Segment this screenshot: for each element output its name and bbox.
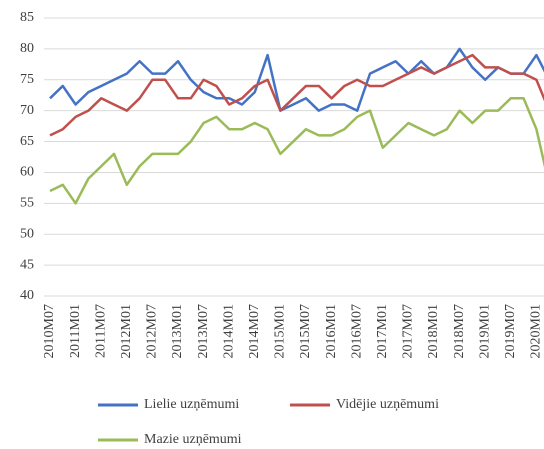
x-tick-label: 2014M01: [221, 304, 236, 358]
x-tick-label: 2016M07: [349, 304, 364, 358]
series-line: [49, 97, 544, 205]
legend-label: Mazie uzņēmumi: [144, 432, 242, 447]
x-tick-label: 2011M01: [68, 304, 83, 358]
x-tick-label: 2014M07: [247, 304, 262, 358]
x-tick-label: 2020M01: [529, 304, 544, 358]
legend-label: Vidējie uzņēmumi: [336, 397, 439, 412]
x-tick-label: 2016M01: [324, 304, 339, 358]
y-tick-label: 40: [20, 288, 34, 303]
x-tick-label: 2010M07: [42, 304, 57, 358]
y-tick-label: 65: [20, 134, 34, 149]
x-tick-label: 2011M07: [93, 304, 108, 358]
x-tick-label: 2018M07: [452, 304, 467, 358]
x-tick-label: 2012M07: [145, 304, 160, 358]
x-tick-label: 2017M07: [401, 304, 416, 358]
y-tick-label: 80: [20, 41, 34, 56]
series-line: [49, 53, 544, 137]
y-tick-label: 45: [20, 257, 34, 272]
x-tick-label: 2012M01: [119, 304, 134, 358]
x-tick-label: 2013M07: [196, 304, 211, 358]
x-tick-label: 2019M01: [477, 304, 492, 358]
y-tick-label: 55: [20, 196, 34, 211]
y-tick-label: 50: [20, 226, 34, 241]
y-tick-label: 60: [20, 165, 34, 180]
x-tick-label: 2019M07: [503, 304, 518, 358]
x-tick-label: 2015M01: [273, 304, 288, 358]
x-tick-label: 2018M01: [426, 304, 441, 358]
x-tick-label: 2015M07: [298, 304, 313, 358]
y-tick-label: 75: [20, 72, 34, 87]
y-tick-label: 70: [20, 103, 34, 118]
y-tick-label: 85: [20, 10, 34, 25]
x-tick-label: 2017M01: [375, 304, 390, 358]
legend-label: Lielie uzņēmumi: [144, 397, 239, 412]
x-tick-label: 2013M01: [170, 304, 185, 358]
